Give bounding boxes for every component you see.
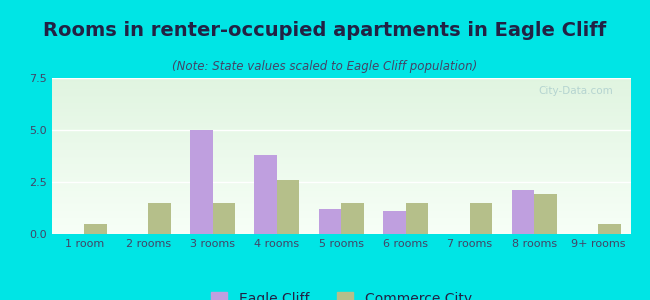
Bar [599, 224, 621, 234]
Text: (Note: State values scaled to Eagle Cliff population): (Note: State values scaled to Eagle Clif… [172, 60, 478, 73]
Bar [470, 203, 492, 234]
Bar [383, 211, 406, 234]
Bar [255, 155, 277, 234]
Bar [341, 203, 364, 234]
Bar [318, 209, 341, 234]
Bar [84, 224, 107, 234]
Text: Rooms in renter-occupied apartments in Eagle Cliff: Rooms in renter-occupied apartments in E… [44, 21, 606, 40]
Bar [277, 180, 300, 234]
Legend: Eagle Cliff, Commerce City: Eagle Cliff, Commerce City [204, 285, 478, 300]
Bar [148, 203, 171, 234]
Bar [213, 203, 235, 234]
Bar [534, 194, 556, 234]
Bar [190, 130, 213, 234]
Bar [512, 190, 534, 234]
Bar [406, 203, 428, 234]
Text: City-Data.com: City-Data.com [538, 86, 613, 96]
